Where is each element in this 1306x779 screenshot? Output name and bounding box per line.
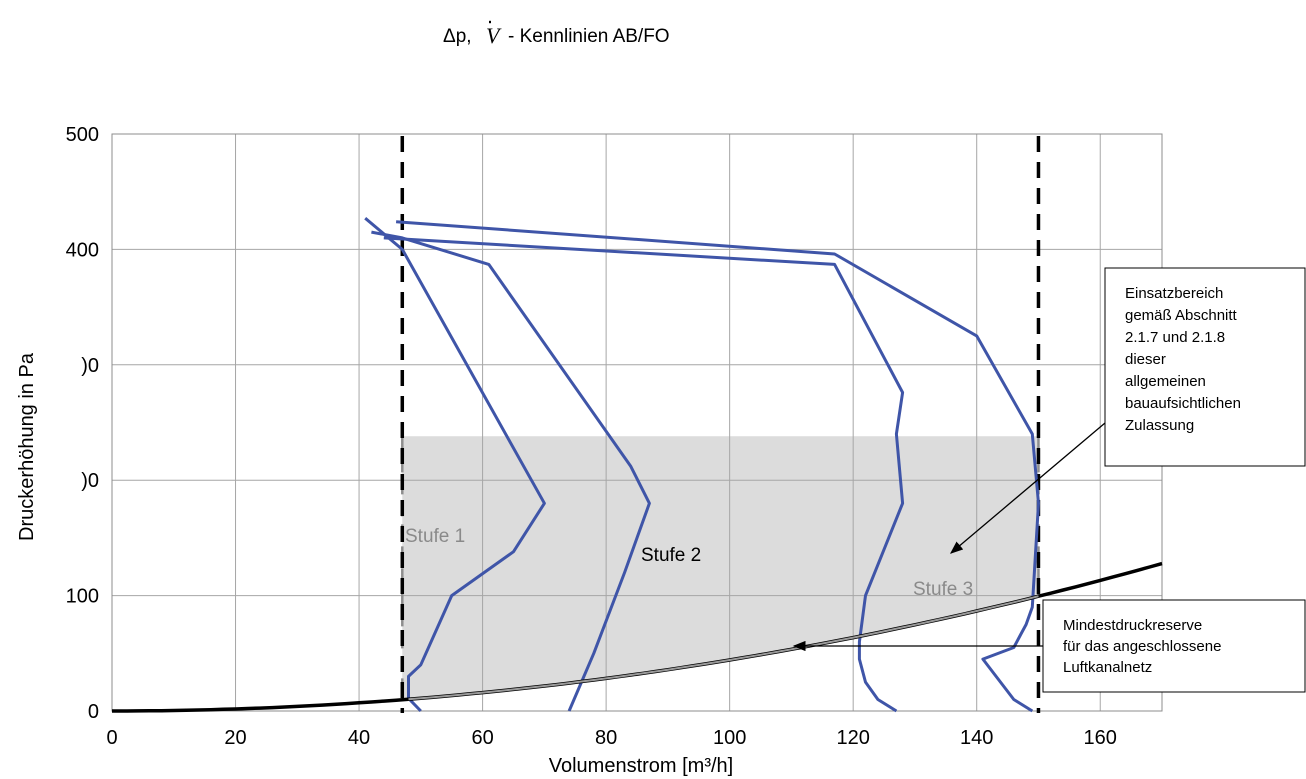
y-axis-title: Druckerhöhung in Pa — [16, 352, 38, 541]
characteristic-curve — [364, 217, 546, 713]
pressure-reserve-curve-highlight — [408, 595, 1039, 701]
annotation-druckreserve-box — [1042, 599, 1306, 693]
curve-label: Stufe 1 — [405, 526, 465, 547]
annotation-einsatzbereich-line: gemäß Abschnitt — [1125, 307, 1238, 324]
characteristic-curve — [383, 236, 905, 713]
x-tick-label: 60 — [471, 727, 493, 749]
x-tick-label: 100 — [713, 727, 746, 749]
annotation-einsatzbereich-line: dieser — [1125, 351, 1166, 368]
annotation-einsatzbereich-line: bauaufsichtlichen — [1125, 395, 1241, 412]
annotation-druckreserve-line: Luftkanalnetz — [1063, 659, 1152, 676]
x-tick-label: 0 — [106, 727, 117, 749]
y-tick-label: )0 — [81, 355, 99, 377]
x-tick-label: 80 — [595, 727, 617, 749]
annotation-druckreserve-line: für das angeschlossene — [1063, 638, 1221, 655]
annotation-einsatzbereich: Einsatzbereich gemäß Abschnitt 2.1.7 und 2… — [1104, 267, 1306, 467]
annotation-einsatzbereich-line: allgemeinen — [1125, 373, 1206, 390]
annotation-einsatzbereich-line: 2.1.7 und 2.1.8 — [1125, 329, 1225, 346]
y-tick-label: 400 — [66, 239, 99, 261]
x-tick-label: 120 — [836, 727, 869, 749]
chart-title: Δp, V - Kennlinien AB/FO — [443, 20, 670, 48]
annotation-einsatzbereich-line: Zulassung — [1125, 417, 1194, 434]
characteristic-curve — [395, 220, 1040, 713]
annotation-einsatzbereich-box — [1104, 267, 1306, 467]
y-tick-label: )0 — [81, 470, 99, 492]
annotation-druckreserve-line: Mindestdruckreserve — [1063, 617, 1202, 634]
curve-label: Stufe 3 — [913, 579, 973, 600]
chart-title-prefix: Δp, — [443, 26, 472, 47]
characteristic-curve — [371, 230, 651, 712]
y-tick-label: 100 — [66, 586, 99, 608]
curve-label: Stufe 2 — [641, 545, 701, 566]
y-tick-label: 500 — [66, 124, 99, 146]
chart-title-symbol: V — [486, 23, 502, 48]
y-tick-label: 0 — [88, 701, 99, 723]
x-tick-label: 20 — [224, 727, 246, 749]
annotation-druckreserve: Mindestdruckreserve für das angeschlossen… — [1042, 599, 1306, 693]
annotation-arrow-einsatz — [950, 422, 1106, 554]
operating-range-area — [402, 436, 1039, 700]
x-tick-label: 40 — [348, 727, 370, 749]
annotation-einsatzbereich-line: Einsatzbereich — [1125, 285, 1223, 302]
chart-title-suffix: - Kennlinien AB/FO — [508, 26, 670, 47]
plot-area: 0 20 40 60 80 100 120 140 160 0 100 )0 )0 400 500 Stufe… — [66, 124, 1163, 749]
x-axis-title: Volumenstrom [m³/h] — [549, 755, 734, 777]
x-tick-label: 140 — [960, 727, 993, 749]
x-tick-label: 160 — [1084, 727, 1117, 749]
